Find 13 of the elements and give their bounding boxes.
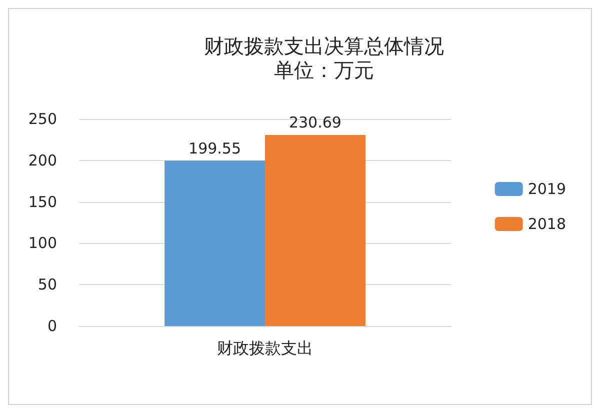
data-label: 199.55 bbox=[188, 139, 242, 158]
legend-label: 2019 bbox=[528, 180, 566, 198]
y-tick-label: 250 bbox=[28, 110, 57, 128]
y-tick-label: 100 bbox=[28, 234, 57, 252]
chart-title: 财政拨款支出决算总体情况 bbox=[204, 34, 444, 58]
legend-label: 2018 bbox=[528, 215, 566, 233]
y-tick-label: 150 bbox=[28, 192, 57, 211]
chart-subtitle: 单位：万元 bbox=[274, 58, 374, 82]
y-tick-label: 0 bbox=[47, 317, 57, 335]
data-label: 230.69 bbox=[288, 113, 342, 132]
x-tick-label: 财政拨款支出 bbox=[217, 338, 313, 358]
y-tick-label: 50 bbox=[38, 276, 57, 294]
y-tick-label: 200 bbox=[28, 151, 57, 170]
